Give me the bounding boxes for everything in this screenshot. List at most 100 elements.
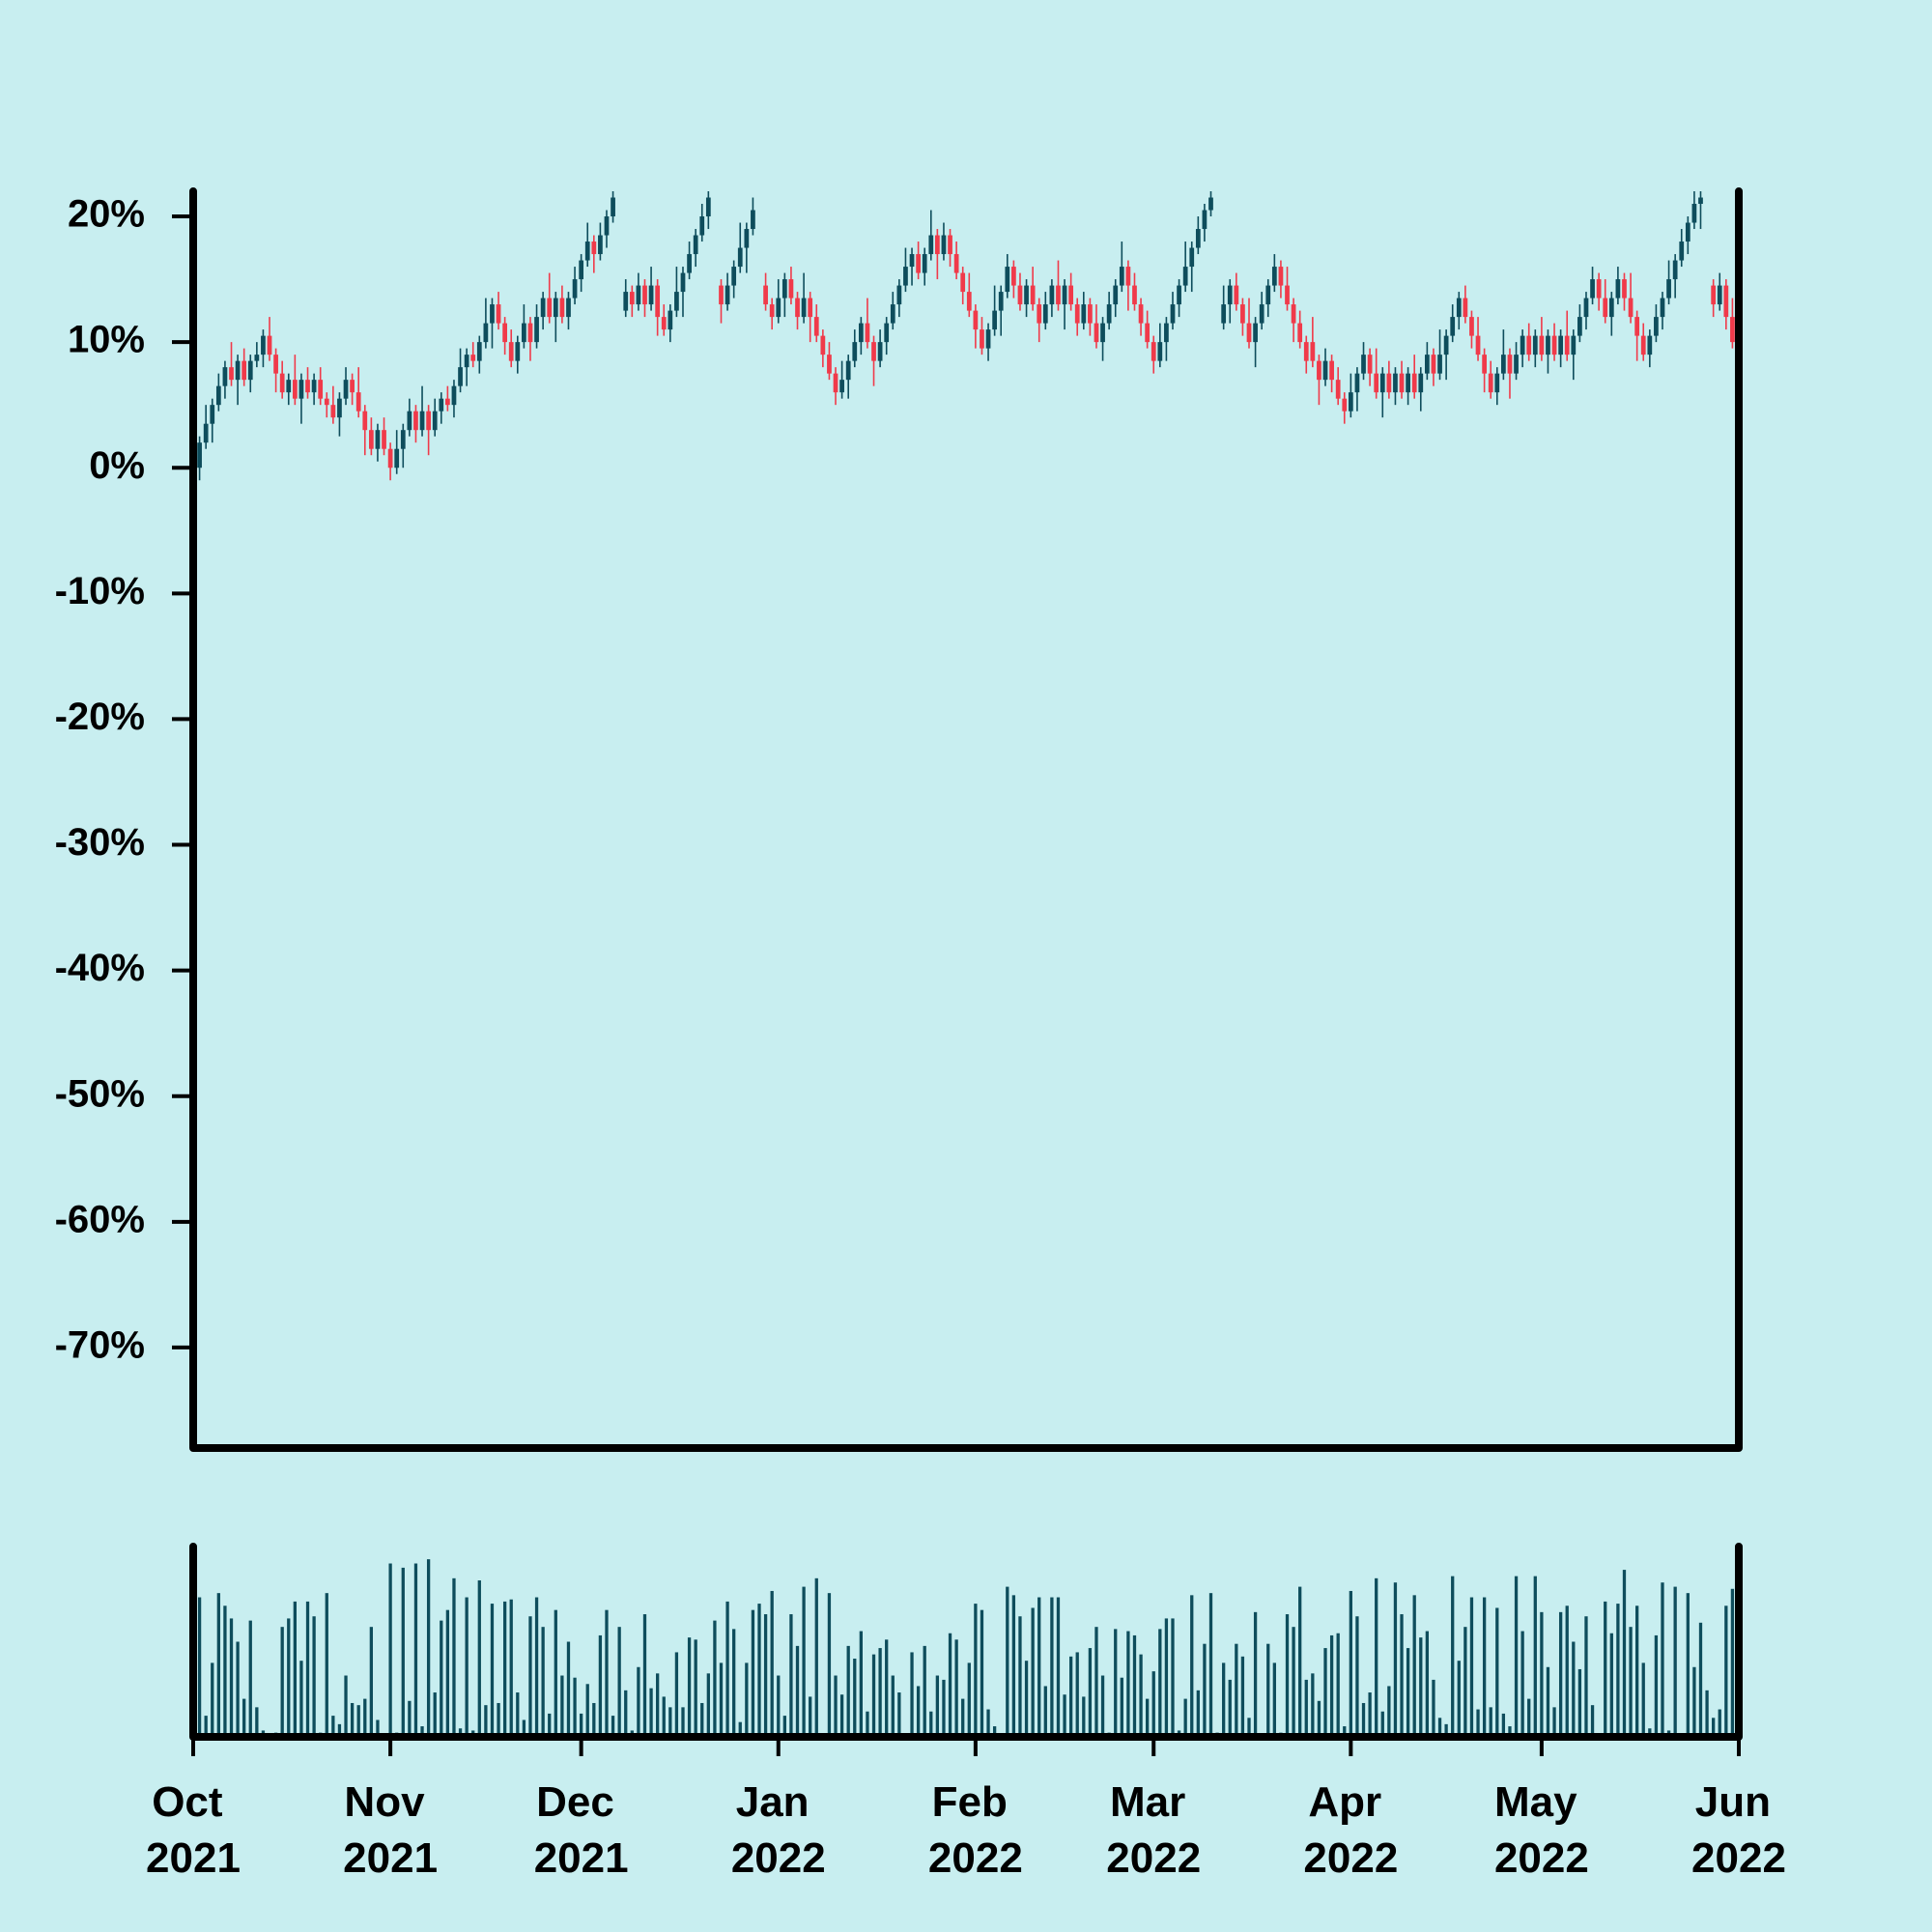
- volume-bar: [923, 1645, 926, 1737]
- candle-body: [941, 235, 947, 255]
- candle-body: [1596, 279, 1602, 298]
- candle-body: [674, 292, 679, 311]
- candle-body: [611, 197, 615, 217]
- volume-bar: [1572, 1641, 1576, 1737]
- candle-body: [877, 342, 883, 361]
- candle-body: [1246, 323, 1252, 343]
- price-panel: [193, 191, 1735, 487]
- volume-bar: [1540, 1611, 1544, 1737]
- candle-body: [1494, 373, 1500, 393]
- candle-body: [648, 285, 654, 305]
- volume-bar: [1006, 1586, 1009, 1737]
- candle-body: [419, 411, 425, 431]
- candle-body: [490, 304, 495, 324]
- volume-bar: [839, 1694, 844, 1737]
- volume-bar: [1604, 1601, 1607, 1737]
- volume-bar: [1247, 1718, 1251, 1737]
- candle-body: [591, 242, 597, 255]
- candle-body: [413, 411, 418, 431]
- volume-bar: [992, 1726, 997, 1737]
- volume-bar: [1222, 1662, 1226, 1737]
- volume-bar: [325, 1593, 328, 1737]
- volume-bar: [1412, 1595, 1416, 1737]
- volume-bar: [1171, 1618, 1175, 1737]
- candle-body: [737, 247, 743, 268]
- volume-bar: [211, 1662, 214, 1737]
- candle-body: [1227, 285, 1233, 305]
- volume-bar: [725, 1601, 729, 1737]
- volume-bar: [1457, 1661, 1461, 1737]
- candle-body: [1100, 323, 1105, 343]
- volume-bar: [1400, 1614, 1404, 1737]
- candle-body: [1723, 285, 1729, 318]
- candle-body: [235, 360, 241, 381]
- candle-body: [1062, 285, 1067, 305]
- volume-bar: [1018, 1616, 1022, 1737]
- volume-bar: [337, 1723, 342, 1737]
- candle-body: [935, 235, 940, 255]
- candle-body: [407, 411, 412, 431]
- volume-bar: [477, 1580, 481, 1737]
- candle-body: [1030, 285, 1036, 305]
- volume-bar: [1063, 1694, 1066, 1737]
- volume-bar: [522, 1719, 526, 1737]
- volume-bar: [732, 1629, 736, 1737]
- volume-bar: [605, 1609, 609, 1737]
- candle-body: [1539, 335, 1545, 355]
- volume-bar: [376, 1719, 380, 1737]
- volume-bar: [293, 1601, 297, 1737]
- volume-bar: [1724, 1605, 1728, 1737]
- volume-bar: [935, 1675, 940, 1737]
- candle-body: [483, 323, 489, 343]
- volume-bar: [1075, 1652, 1079, 1737]
- candle-body: [1634, 317, 1640, 336]
- volume-bar: [1375, 1577, 1378, 1737]
- candle-body: [858, 323, 864, 343]
- volume-bar: [1361, 1702, 1366, 1737]
- candle-body: [515, 342, 521, 361]
- volume-bar: [598, 1634, 603, 1737]
- volume-bar: [229, 1618, 234, 1737]
- volume-bar: [789, 1614, 793, 1737]
- candle-body: [222, 367, 228, 386]
- volume-bar: [1584, 1616, 1588, 1737]
- candle-body: [572, 279, 578, 298]
- volume-bar: [573, 1677, 577, 1737]
- volume-bar: [1437, 1718, 1442, 1737]
- volume-bar: [624, 1690, 628, 1737]
- candle-body: [776, 298, 781, 318]
- candle-body: [992, 310, 997, 330]
- candle-body: [368, 430, 374, 449]
- volume-bar: [1514, 1576, 1519, 1737]
- candle-body: [1672, 260, 1678, 280]
- candle-body: [387, 448, 393, 469]
- volume-bar: [1508, 1726, 1512, 1737]
- candle-body: [1322, 360, 1328, 381]
- candle-body: [623, 292, 629, 311]
- candle-body: [1615, 279, 1621, 298]
- candle-body: [1730, 317, 1735, 343]
- candle-body: [1437, 355, 1442, 374]
- volume-bar: [1635, 1605, 1639, 1737]
- candle-body: [203, 423, 209, 443]
- volume-bar: [413, 1563, 418, 1737]
- y-tick-label: 10%: [68, 319, 145, 361]
- candle-body: [1119, 267, 1124, 286]
- candle-body: [661, 317, 667, 330]
- candle-body: [1145, 323, 1151, 343]
- candle-body: [1685, 222, 1690, 242]
- volume-bar: [445, 1609, 450, 1737]
- candle-body: [763, 285, 768, 305]
- candle-body: [1501, 355, 1506, 374]
- candle-body: [1042, 304, 1048, 324]
- volume-bar: [1349, 1590, 1352, 1737]
- volume-bar: [1031, 1607, 1035, 1737]
- candle-body: [960, 272, 966, 293]
- candle-body: [579, 260, 584, 280]
- candle-body: [273, 355, 278, 374]
- candle-body: [922, 254, 927, 273]
- candle-body: [598, 235, 603, 255]
- candle-body: [1157, 342, 1163, 361]
- candle-body: [998, 292, 1004, 311]
- volume-bar: [1463, 1627, 1467, 1737]
